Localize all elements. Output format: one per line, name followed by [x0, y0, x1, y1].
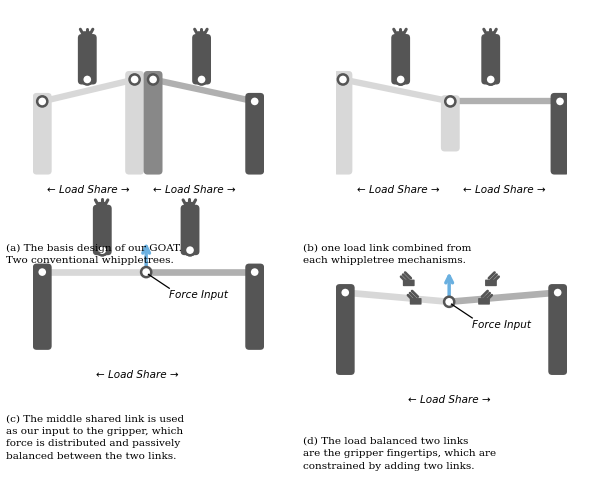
FancyBboxPatch shape	[403, 280, 415, 287]
Circle shape	[141, 268, 152, 278]
Circle shape	[130, 75, 140, 85]
FancyBboxPatch shape	[93, 205, 112, 256]
Text: (a) The basis design of our GOAT.
Two conventional whippletrees.: (a) The basis design of our GOAT. Two co…	[6, 243, 182, 265]
FancyBboxPatch shape	[185, 202, 195, 210]
FancyBboxPatch shape	[478, 299, 490, 305]
FancyBboxPatch shape	[83, 32, 92, 40]
Circle shape	[250, 97, 260, 107]
Text: ← Load Share →: ← Load Share →	[153, 185, 236, 195]
Text: ← Load Share →: ← Load Share →	[408, 394, 490, 404]
FancyBboxPatch shape	[487, 32, 495, 40]
FancyBboxPatch shape	[396, 32, 405, 40]
Circle shape	[185, 245, 195, 256]
FancyBboxPatch shape	[144, 72, 162, 175]
Text: ← Load Share →: ← Load Share →	[357, 185, 440, 195]
Circle shape	[196, 75, 207, 85]
FancyBboxPatch shape	[192, 35, 211, 85]
Circle shape	[396, 75, 406, 85]
FancyBboxPatch shape	[125, 72, 144, 175]
FancyBboxPatch shape	[485, 280, 497, 287]
Text: Force Input: Force Input	[472, 320, 531, 330]
Text: ← Load Share →: ← Load Share →	[463, 185, 546, 195]
Circle shape	[82, 75, 92, 85]
FancyBboxPatch shape	[410, 299, 422, 305]
FancyBboxPatch shape	[245, 264, 264, 350]
FancyBboxPatch shape	[391, 35, 410, 85]
Circle shape	[338, 75, 348, 85]
Circle shape	[97, 245, 107, 256]
FancyBboxPatch shape	[197, 32, 206, 40]
Circle shape	[340, 288, 350, 298]
FancyBboxPatch shape	[98, 202, 107, 210]
Circle shape	[148, 75, 158, 85]
Circle shape	[185, 245, 195, 256]
FancyBboxPatch shape	[181, 205, 199, 256]
FancyBboxPatch shape	[441, 96, 460, 152]
FancyBboxPatch shape	[481, 35, 500, 85]
Text: ← Load Share →: ← Load Share →	[96, 369, 178, 379]
FancyBboxPatch shape	[548, 285, 567, 375]
FancyBboxPatch shape	[333, 72, 352, 175]
FancyBboxPatch shape	[551, 94, 570, 175]
Circle shape	[97, 245, 107, 256]
FancyBboxPatch shape	[336, 285, 355, 375]
Circle shape	[444, 297, 454, 307]
FancyBboxPatch shape	[33, 264, 52, 350]
Circle shape	[485, 75, 496, 85]
Circle shape	[37, 97, 47, 107]
Circle shape	[555, 97, 565, 107]
Circle shape	[37, 268, 47, 278]
FancyBboxPatch shape	[245, 94, 264, 175]
Circle shape	[250, 268, 260, 278]
FancyBboxPatch shape	[78, 35, 97, 85]
Text: (b) one load link combined from
each whippletree mechanisms.: (b) one load link combined from each whi…	[303, 243, 471, 265]
Text: Force Input: Force Input	[169, 290, 228, 300]
Circle shape	[485, 75, 496, 85]
Text: (c) The middle shared link is used
as our input to the gripper, which
force is d: (c) The middle shared link is used as ou…	[6, 413, 184, 460]
Text: (d) The load balanced two links
are the gripper fingertips, which are
constraine: (d) The load balanced two links are the …	[303, 436, 496, 470]
Circle shape	[445, 97, 455, 107]
Text: ← Load Share →: ← Load Share →	[47, 185, 130, 195]
Circle shape	[396, 75, 406, 85]
FancyBboxPatch shape	[33, 94, 52, 175]
Circle shape	[553, 288, 563, 298]
